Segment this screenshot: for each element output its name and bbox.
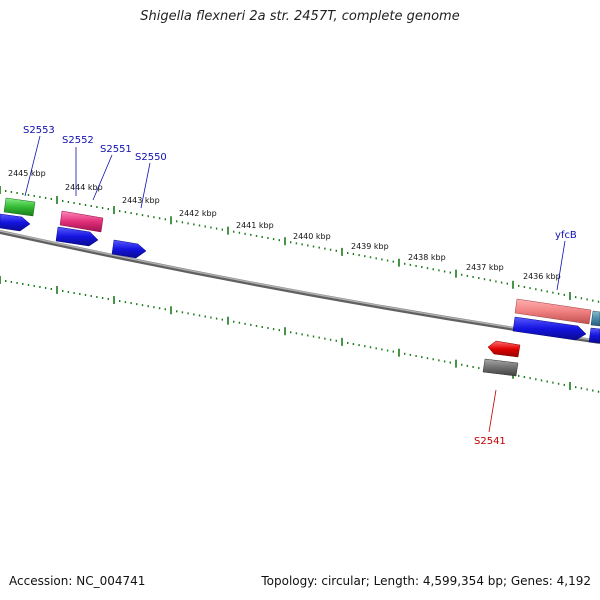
kbp-label-2444: 2444 kbp [65,183,103,192]
gene-feature-blue-4[interactable] [512,316,587,341]
gene-feature-magenta[interactable] [59,210,104,233]
kbp-label-2440: 2440 kbp [293,232,331,241]
genome-backbone-highlight [0,230,600,342]
kbp-label-2437: 2437 kbp [466,263,504,272]
gene-feature-blue-2[interactable] [55,226,99,247]
kbp-label-2443: 2443 kbp [122,196,160,205]
gene-feature-teal[interactable] [590,310,600,327]
kbp-label-2439: 2439 kbp [351,242,389,251]
gene-label-s2541[interactable]: S2541 [474,436,506,447]
gene-feature-blue-3[interactable] [111,239,147,259]
accession-text: Accession: NC_004741 [9,574,146,588]
kbp-label-2441: 2441 kbp [236,221,274,230]
gene-label-s2552[interactable]: S2552 [62,135,94,146]
kbp-label-2442: 2442 kbp [179,209,217,218]
gene-feature-green[interactable] [3,197,36,217]
kbp-label-2436: 2436 kbp [523,272,561,281]
gene-feature-salmon[interactable] [514,298,592,325]
kbp-label-2438: 2438 kbp [408,253,446,262]
kbp-labels: 2445 kbp 2444 kbp 2443 kbp 2442 kbp 2441… [8,169,561,281]
gene-feature-gray[interactable] [482,358,519,377]
gene-label-s2550[interactable]: S2550 [135,152,167,163]
kbp-label-2445: 2445 kbp [8,169,46,178]
upper-tick-ring [0,186,600,303]
gene-label-s2553[interactable]: S2553 [23,125,55,136]
map-title: Shigella flexneri 2a str. 2457T, complet… [140,9,460,24]
gene-feature-red[interactable] [487,340,521,358]
gene-feature-blue-5[interactable] [588,327,600,344]
genome-backbone [0,230,600,344]
lower-tick-ring [0,276,600,393]
gene-label-yfcb[interactable]: yfcB [555,230,577,241]
label-leaders [24,135,566,433]
genome-summary-text: Topology: circular; Length: 4,599,354 bp… [261,574,591,588]
gene-feature-blue-1[interactable] [0,213,31,232]
gene-label-s2551[interactable]: S2551 [100,144,132,155]
